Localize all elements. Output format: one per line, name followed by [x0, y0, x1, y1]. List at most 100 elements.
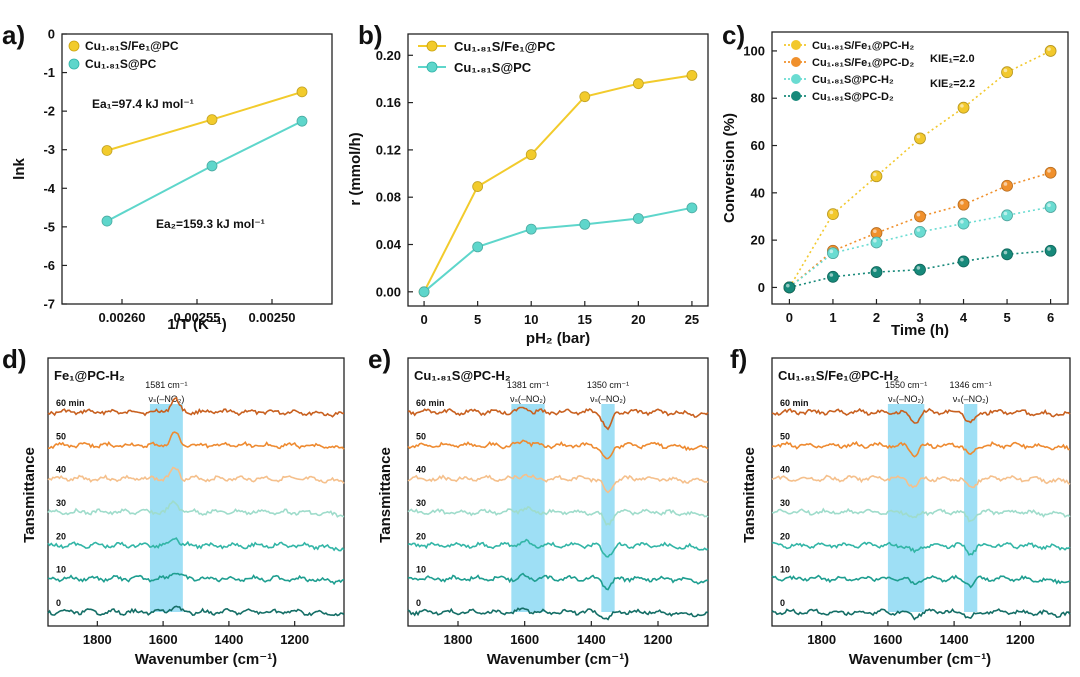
- data-point: [525, 149, 537, 161]
- data-point: [472, 241, 484, 253]
- x-tick-label: 5: [1003, 310, 1010, 325]
- data-point: [1044, 201, 1057, 213]
- panel-d: d) 1581 cm⁻¹ νₛ(–NO₂) 1800 1600 1400 1200 Fe…: [2, 344, 345, 668]
- band-label: 1381 cm⁻¹: [507, 380, 549, 390]
- panel-e: e) 1381 cm⁻¹ νₛ(–NO₂) 1350 cm⁻¹ νₛ(–NO₂) 18…: [368, 344, 709, 668]
- series-label: 60 min: [416, 398, 445, 408]
- y-tick-label: 0: [48, 27, 55, 42]
- data-point-highlight: [960, 257, 964, 262]
- panel-f: f) 1550 cm⁻¹ νₛ(–NO₂) 1346 cm⁻¹ νₛ(–NO₂) 18…: [730, 344, 1071, 668]
- spectrum-curve: [407, 439, 709, 460]
- annotation-kie1: KIE₁=2.0: [930, 53, 975, 65]
- spectrum-curve: [47, 572, 345, 586]
- series-label: 50: [56, 431, 66, 441]
- y-tick-label: 0.08: [376, 190, 401, 205]
- series-label: 50: [780, 431, 790, 441]
- series-label: 40: [56, 465, 66, 475]
- panel-f-series-labels: 60 min 50 40 30 20 10 0: [780, 398, 809, 608]
- legend-marker-b-1: [426, 40, 438, 52]
- spectrum-curve: [47, 605, 345, 617]
- spectrum-curve: [771, 608, 1071, 621]
- x-tick-label: 1400: [577, 632, 606, 647]
- data-point: [101, 215, 113, 227]
- data-point-highlight: [916, 228, 921, 232]
- x-tick-label: 0.00260: [99, 310, 146, 325]
- data-point-highlight: [873, 172, 877, 177]
- spectrum-curve: [771, 574, 1071, 589]
- data-point: [686, 69, 698, 81]
- data-point: [418, 286, 430, 298]
- x-tick-label: 0: [420, 312, 427, 327]
- x-tick-label: 1200: [280, 632, 309, 647]
- y-tick-label: -6: [43, 258, 55, 273]
- series-label: 60 min: [780, 398, 809, 408]
- spectrum-curve: [47, 537, 345, 552]
- band-label: 1550 cm⁻¹: [885, 380, 927, 390]
- data-point: [1001, 179, 1013, 192]
- spectrum-curve: [407, 607, 709, 621]
- data-point-highlight: [1047, 203, 1051, 208]
- panel-e-x-ticks: 1800 1600 1400 1200: [444, 621, 672, 647]
- panel-e-frame: [407, 357, 709, 627]
- data-point: [827, 247, 839, 260]
- data-point: [914, 210, 926, 223]
- spectrum-curve: [407, 473, 709, 494]
- data-point-highlight: [1003, 68, 1008, 73]
- data-point: [1001, 248, 1013, 261]
- panel-e-label: e): [368, 344, 391, 374]
- panel-a-label: a): [2, 20, 25, 50]
- legend-marker-a-2: [68, 58, 80, 70]
- data-point: [206, 114, 218, 126]
- band-label: 1346 cm⁻¹: [950, 380, 992, 390]
- panel-b-y-ticks: 0.00 0.04 0.08 0.12 0.16 0.20: [376, 48, 413, 299]
- series-label: 20: [416, 531, 426, 541]
- data-point: [957, 255, 970, 268]
- x-tick-label: 10: [524, 312, 538, 327]
- x-tick-label: 2: [873, 310, 880, 325]
- y-tick-label: -3: [43, 142, 55, 157]
- legend-a-1: Cu₁.₈₁S/Fe₁@PC: [85, 39, 179, 53]
- panel-c-x-label: Time (h): [891, 322, 949, 339]
- data-point: [1001, 66, 1013, 79]
- panel-e-x-label: Wavenumber (cm⁻¹): [487, 651, 629, 668]
- panel-c-series: [783, 45, 1057, 294]
- series-label: 60 min: [56, 398, 85, 408]
- panel-d-series-labels: 60 min 50 40 30 20 10 0: [56, 398, 85, 608]
- panel-d-y-label: Tansmittance: [21, 447, 38, 543]
- data-point: [870, 236, 883, 249]
- absorption-band: [964, 404, 978, 612]
- panel-e-curves: [407, 406, 709, 621]
- x-tick-label: 0: [786, 310, 793, 325]
- data-point-highlight: [960, 219, 964, 224]
- y-tick-label: -2: [43, 104, 55, 119]
- panel-f-title: Cu₁.₈₁S/Fe₁@PC-H₂: [778, 368, 899, 383]
- series-label: 30: [56, 498, 66, 508]
- series-label: 20: [780, 531, 790, 541]
- data-point: [632, 78, 644, 90]
- data-point: [472, 181, 484, 192]
- series-label: 20: [56, 531, 66, 541]
- panel-b-frame: [407, 33, 709, 307]
- series-label: 30: [780, 498, 790, 508]
- x-tick-label: 0.00255: [174, 310, 221, 325]
- panel-f-label: f): [730, 344, 747, 374]
- data-point: [914, 132, 926, 145]
- panel-c-y-ticks: 0 20 40 60 80 100: [743, 43, 777, 295]
- data-point-highlight: [829, 273, 834, 277]
- panel-a-series: [101, 86, 308, 227]
- series-label: 10: [780, 565, 790, 575]
- data-point-highlight: [1047, 169, 1051, 173]
- spectrum-curve: [771, 474, 1071, 489]
- band-mode-label: νₛ(–NO₂): [148, 394, 184, 404]
- legend-b-2: Cu₁.₈₁S@PC: [454, 60, 532, 75]
- data-point: [296, 115, 308, 127]
- legend-marker-c-1: [791, 40, 801, 50]
- panel-b-label: b): [358, 20, 383, 50]
- data-point-highlight: [916, 266, 921, 270]
- panel-d-x-ticks: 1800 1600 1400 1200: [83, 621, 309, 647]
- data-point: [870, 170, 883, 183]
- panel-b-x-label: pH₂ (bar): [526, 330, 590, 347]
- band-mode-label: νₛ(–NO₂): [953, 394, 989, 404]
- data-point: [1044, 244, 1057, 257]
- data-point: [101, 145, 113, 156]
